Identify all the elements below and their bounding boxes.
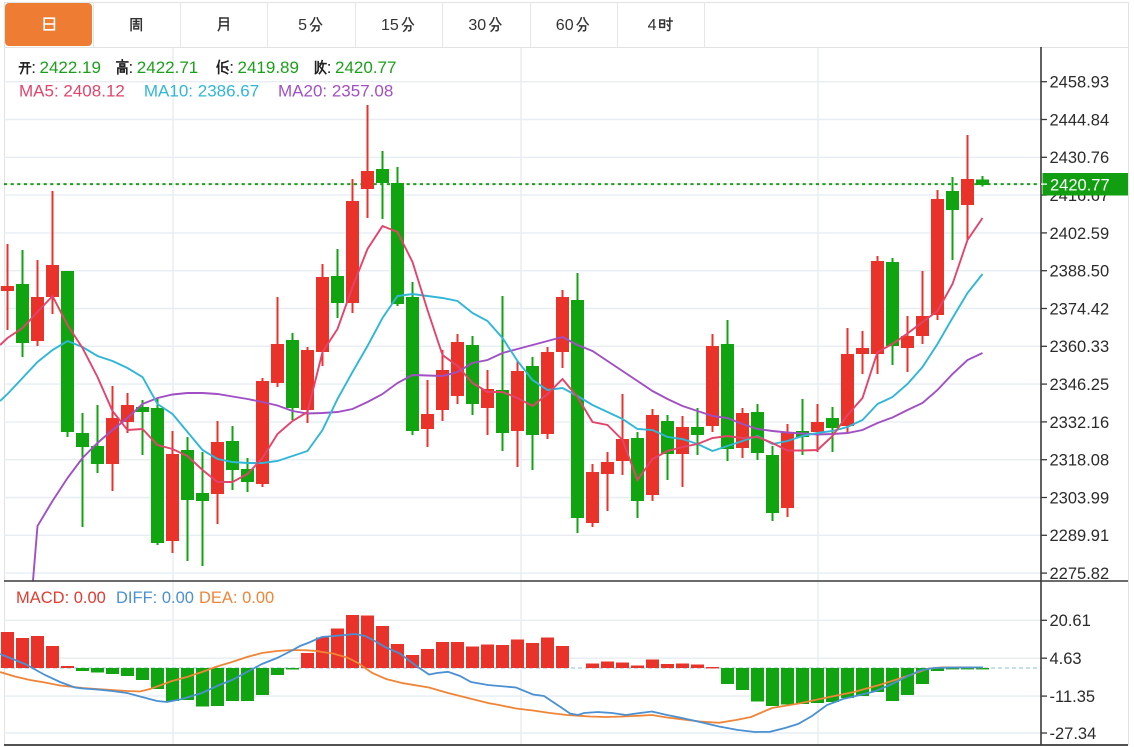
svg-text:DIFF: 0.00: DIFF: 0.00 [116,589,194,607]
svg-text:2458.93: 2458.93 [1050,74,1110,92]
svg-text:MA10: 2386.67: MA10: 2386.67 [144,81,259,100]
svg-text:2332.16: 2332.16 [1050,414,1110,432]
svg-text:MA5: 2408.12: MA5: 2408.12 [19,81,125,100]
svg-text:15: 15 [381,17,399,34]
svg-text:2303.99: 2303.99 [1050,489,1110,507]
svg-text::: : [327,58,332,77]
svg-text:MACD: 0.00: MACD: 0.00 [16,589,106,607]
svg-text:2318.08: 2318.08 [1050,452,1110,470]
svg-text::: : [229,58,234,77]
svg-text:5: 5 [298,17,307,34]
svg-text:60: 60 [556,17,574,34]
svg-text:2360.33: 2360.33 [1050,338,1110,356]
svg-text:2275.82: 2275.82 [1050,565,1110,583]
svg-text:-27.34: -27.34 [1050,725,1097,743]
svg-text:2289.91: 2289.91 [1050,527,1110,545]
svg-text:2444.84: 2444.84 [1050,111,1110,129]
svg-text:2422.71: 2422.71 [137,58,198,77]
svg-text:-11.35: -11.35 [1050,688,1096,706]
svg-text:2402.59: 2402.59 [1050,225,1110,243]
svg-text:MA20: 2357.08: MA20: 2357.08 [278,81,393,100]
svg-text:4.63: 4.63 [1050,650,1082,668]
svg-text:2374.42: 2374.42 [1050,300,1110,318]
svg-text::: : [31,58,36,77]
svg-text:2422.19: 2422.19 [40,58,101,77]
svg-text:DEA: 0.00: DEA: 0.00 [199,589,274,607]
svg-text:2420.77: 2420.77 [335,58,396,77]
svg-text:2346.25: 2346.25 [1050,376,1110,394]
svg-text::: : [129,58,134,77]
svg-text:20.61: 20.61 [1050,612,1091,630]
svg-text:2420.77: 2420.77 [1050,177,1110,195]
svg-text:2419.89: 2419.89 [238,58,299,77]
svg-text:2430.76: 2430.76 [1050,149,1110,167]
svg-text:30: 30 [468,17,486,34]
svg-text:2388.50: 2388.50 [1050,263,1110,281]
svg-text:4: 4 [648,17,657,34]
